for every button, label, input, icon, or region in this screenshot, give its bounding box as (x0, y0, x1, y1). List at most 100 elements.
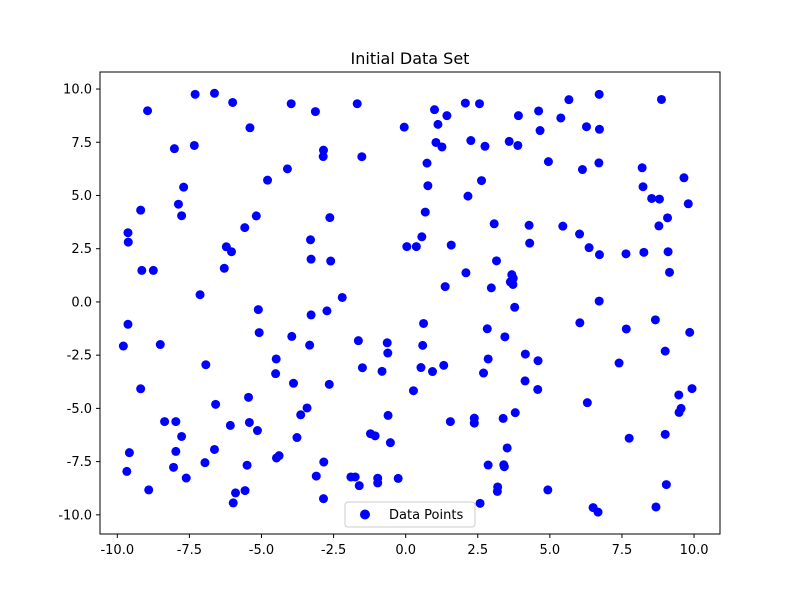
legend-marker (360, 509, 370, 520)
data-point (209, 444, 219, 454)
data-point (177, 211, 187, 221)
data-point (402, 242, 412, 252)
data-point (427, 367, 437, 377)
data-point (306, 235, 316, 245)
data-point (685, 327, 695, 337)
data-point (524, 220, 534, 230)
data-point (500, 332, 510, 342)
data-point (228, 97, 238, 107)
data-point (499, 462, 509, 472)
data-point (271, 453, 281, 463)
data-point (385, 438, 395, 448)
data-point (251, 211, 261, 221)
data-point (533, 356, 543, 366)
data-point (244, 392, 254, 402)
data-point (475, 99, 484, 109)
data-point (171, 417, 181, 427)
data-point (252, 426, 262, 436)
data-point (508, 273, 518, 283)
data-point (575, 318, 585, 328)
data-point (122, 466, 132, 476)
data-point (319, 457, 329, 467)
data-point (513, 140, 523, 150)
data-point (240, 486, 250, 496)
data-point (594, 124, 604, 134)
data-point (322, 306, 332, 316)
data-point (498, 413, 508, 423)
y-tick-label: -2.5 (67, 349, 92, 364)
data-point (594, 158, 604, 168)
data-point (486, 283, 496, 293)
data-point (433, 119, 443, 129)
data-point (160, 417, 170, 427)
data-point (289, 378, 298, 388)
data-point (654, 194, 664, 204)
data-point (181, 473, 191, 483)
data-point (123, 319, 133, 329)
data-point (520, 349, 530, 359)
data-point (480, 141, 490, 151)
y-tick-label: 10.0 (63, 83, 92, 98)
data-point (411, 242, 421, 252)
data-point (594, 250, 604, 260)
data-point (535, 126, 545, 136)
data-point (408, 386, 418, 396)
data-point (513, 111, 523, 121)
data-point (373, 478, 383, 488)
data-point (211, 399, 221, 409)
data-point (318, 152, 328, 162)
data-point (581, 122, 591, 132)
data-point (510, 408, 520, 418)
data-point (177, 431, 187, 441)
x-tick-label: 5.0 (540, 543, 561, 558)
data-point (647, 193, 657, 203)
data-point (201, 360, 211, 370)
data-point (123, 237, 133, 247)
data-point (624, 433, 634, 443)
data-point (318, 494, 328, 504)
data-point (543, 157, 553, 167)
data-point (661, 480, 671, 490)
data-point (302, 403, 312, 413)
legend-label: Data Points (389, 508, 463, 523)
data-point (173, 199, 183, 209)
data-point (417, 232, 427, 242)
data-point (423, 181, 433, 191)
data-point (621, 324, 631, 334)
data-point (124, 448, 134, 458)
data-point (440, 282, 450, 292)
data-point (305, 340, 315, 350)
data-point (357, 152, 367, 162)
data-point (209, 88, 219, 98)
data-point (240, 223, 250, 233)
data-point (504, 136, 514, 146)
data-point (466, 136, 476, 146)
data-point (148, 265, 158, 275)
data-point (377, 366, 387, 376)
data-point (637, 163, 647, 173)
y-tick-label: -10.0 (58, 508, 92, 523)
data-point (419, 318, 429, 328)
data-point (271, 369, 281, 379)
data-point (311, 471, 321, 481)
data-point (446, 240, 456, 250)
data-point (416, 363, 426, 373)
data-point (254, 328, 264, 338)
data-point (306, 310, 316, 320)
data-point (430, 105, 440, 115)
data-point (253, 305, 263, 315)
data-point (477, 176, 487, 186)
data-point (660, 429, 670, 439)
data-point (382, 338, 392, 348)
data-point (352, 99, 362, 109)
data-point (393, 473, 403, 483)
data-point (137, 265, 147, 275)
data-point (282, 164, 292, 174)
axes-frame (99, 71, 721, 535)
data-point (418, 340, 428, 350)
data-point (525, 238, 535, 248)
legend-box (344, 501, 476, 528)
data-point (533, 384, 543, 394)
data-point (310, 107, 320, 117)
y-tick-label: -5.0 (67, 402, 92, 417)
